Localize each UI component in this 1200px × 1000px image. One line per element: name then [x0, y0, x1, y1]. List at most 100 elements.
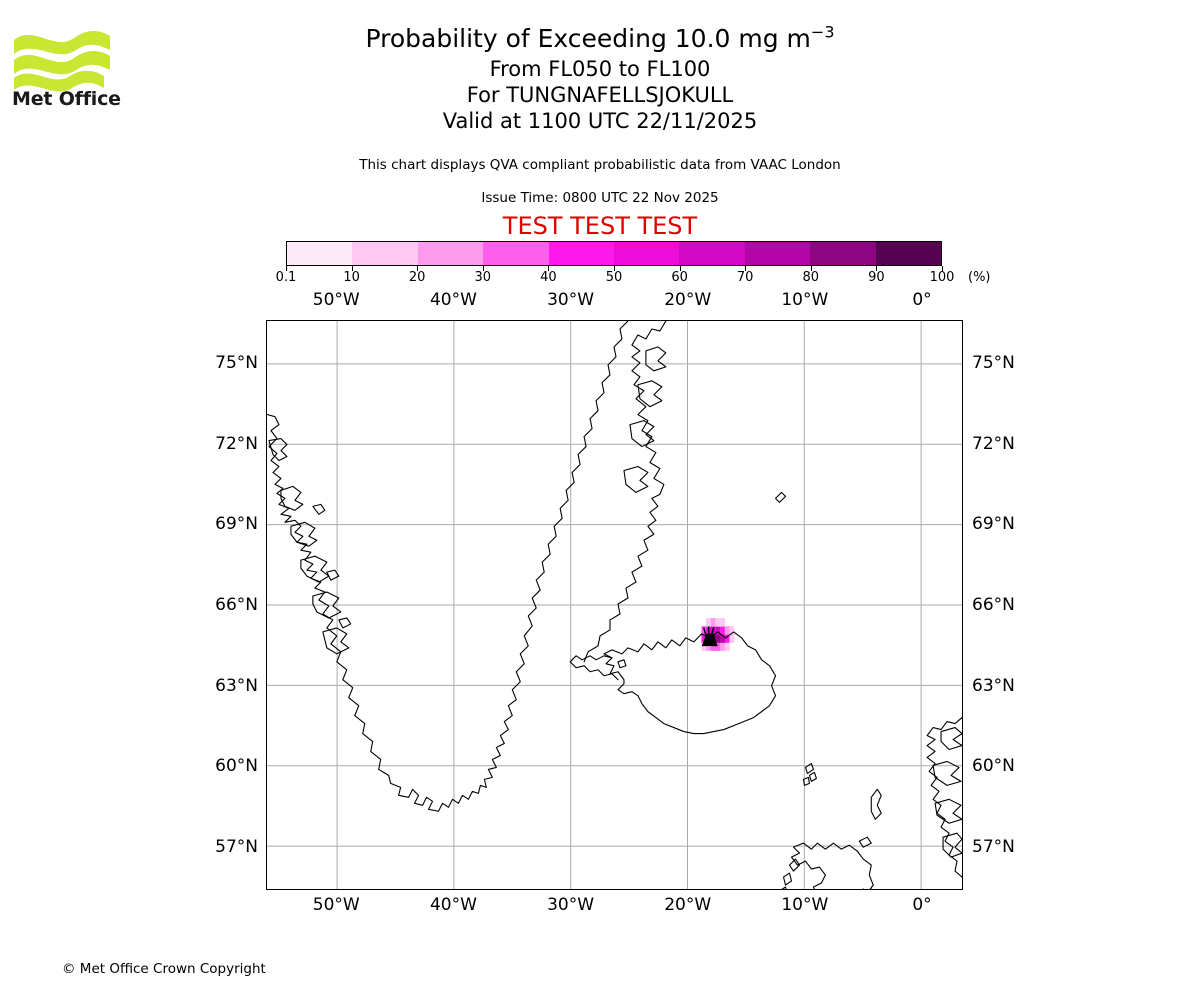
colorbar-tick — [482, 266, 484, 271]
probability-cell — [715, 618, 721, 627]
lat-label-right: 60°N — [972, 756, 1015, 777]
colorbar-tick-label: 60 — [671, 270, 688, 285]
lat-label-left: 66°N — [215, 595, 258, 615]
test-banner: TEST TEST TEST — [502, 212, 698, 240]
colorbar-tick — [876, 266, 878, 271]
lon-label-top: 50°W — [312, 290, 360, 310]
probability-cell — [724, 642, 730, 651]
lon-label-bottom: 10°W — [781, 895, 829, 915]
probability-cell — [701, 634, 707, 643]
lon-label-top: 40°W — [429, 290, 477, 310]
lat-label-left: 75°N — [215, 353, 258, 374]
colorbar-band-1 — [287, 242, 353, 265]
qva-disclaimer: This chart displays QVA compliant probab… — [359, 157, 841, 173]
colorbar-tick-label: 90 — [868, 270, 885, 285]
colorbar-tick-label: 20 — [408, 270, 426, 285]
colorbar-tick — [351, 266, 353, 271]
lon-label-top: 10°W — [781, 290, 829, 310]
copyright-notice: © Met Office Crown Copyright — [62, 961, 266, 977]
colorbar-tick-label: 40 — [540, 270, 557, 285]
coastline-greenland-island-2 — [326, 569, 340, 581]
colorbar-band-9 — [810, 242, 876, 265]
colorbar-tick-label: 100 — [929, 270, 955, 285]
colorbar-band-10 — [875, 242, 942, 265]
probability-colorbar — [286, 241, 942, 266]
coastline-faroes — [804, 762, 814, 774]
volcano-marker-layer — [701, 626, 718, 647]
coastlines — [267, 321, 962, 889]
coastline-greenland-fjord-1 — [268, 438, 288, 462]
coastline-jan-mayen — [774, 491, 787, 503]
probability-cell — [720, 626, 725, 635]
title-valid-time: Valid at 1100 UTC 22/11/2025 — [442, 109, 758, 133]
coastline-norway-fjord-3 — [934, 798, 962, 824]
lon-label-top: 20°W — [664, 290, 712, 310]
colorbar-tick — [679, 266, 681, 271]
colorbar-tick — [548, 266, 550, 271]
coastline-greenland-island-3 — [338, 617, 352, 629]
probability-cell — [724, 626, 730, 635]
lon-label-top: 30°W — [547, 290, 595, 310]
coastline-greenland — [267, 321, 629, 812]
lon-label-bottom: 30°W — [547, 895, 595, 915]
coastline-hebrides-2 — [782, 872, 793, 886]
colorbar-tick-label: 10 — [343, 270, 360, 285]
colorbar-tick — [810, 266, 812, 271]
probability-cell — [720, 618, 725, 627]
lat-label-left: 57°N — [215, 836, 258, 857]
coastline-greenland-east-detail-4 — [623, 465, 649, 493]
coastline-iceland-island-1 — [617, 659, 627, 669]
probability-cell — [720, 634, 725, 643]
probability-cell — [715, 642, 721, 651]
coastline-greenland-island-1 — [312, 503, 326, 515]
probability-cell — [706, 618, 711, 627]
issue-time-label: Issue Time: 0800 UTC 22 Nov 2025 — [481, 190, 719, 206]
coastline-faroes-3 — [802, 776, 810, 786]
colorbar-tick — [942, 266, 943, 271]
probability-cell — [706, 642, 711, 651]
probability-cell — [710, 642, 716, 651]
map-panel[interactable] — [266, 320, 963, 890]
met-office-wordmark: Met Office — [12, 88, 121, 110]
coastline-greenland-east-detail-1 — [645, 346, 667, 372]
colorbar-bands — [286, 241, 942, 266]
lat-label-left: 63°N — [215, 675, 258, 696]
probability-cell — [729, 626, 735, 635]
coastline-greenland-fjord-5 — [312, 591, 342, 619]
colorbar-tick-label: 30 — [474, 270, 492, 285]
probability-cell — [715, 626, 721, 635]
colorbar-band-3 — [417, 242, 484, 265]
volcano-marker[interactable] — [701, 626, 718, 647]
chart-title-block: Probability of Exceeding 10.0 mg m−3 Fro… — [0, 22, 1200, 134]
colorbar-band-7 — [679, 242, 745, 265]
colorbar-tick — [417, 266, 419, 271]
lat-label-right: 57°N — [972, 836, 1015, 857]
coastline-norway-fjord-2 — [932, 760, 962, 786]
colorbar-band-2 — [352, 242, 418, 265]
colorbar-tick-label: 70 — [736, 270, 754, 285]
coastline-greenland-east-north — [583, 321, 667, 663]
page-title: Probability of Exceeding 10.0 mg m−3 — [0, 22, 1200, 56]
title-flight-levels: From FL050 to FL100 — [489, 57, 711, 81]
lon-label-bottom: 20°W — [664, 895, 712, 915]
probability-cell — [710, 618, 716, 627]
lat-label-right: 75°N — [972, 353, 1015, 374]
colorbar-units-label: (%) — [968, 270, 991, 285]
coastline-great-britain — [790, 842, 874, 889]
volcano-eruption-line — [702, 627, 707, 635]
coastline-greenland-fjord-2 — [280, 485, 304, 511]
coastline-iceland-westfjords — [569, 655, 619, 681]
lat-label-right: 66°N — [972, 595, 1015, 615]
coastline-hebrides-3 — [781, 886, 787, 889]
coastline-hebrides-1 — [788, 858, 801, 872]
map-canvas — [267, 321, 962, 889]
lat-label-right: 72°N — [972, 433, 1015, 454]
lat-label-right: 63°N — [972, 675, 1015, 696]
probability-cell — [720, 642, 725, 651]
coastline-faroes-2 — [808, 771, 817, 782]
lat-label-right: 69°N — [972, 514, 1015, 535]
volcano-eruption-line — [710, 627, 715, 635]
colorbar-tick — [286, 266, 287, 271]
met-office-logo — [12, 18, 122, 113]
coastline-iceland — [603, 631, 777, 735]
